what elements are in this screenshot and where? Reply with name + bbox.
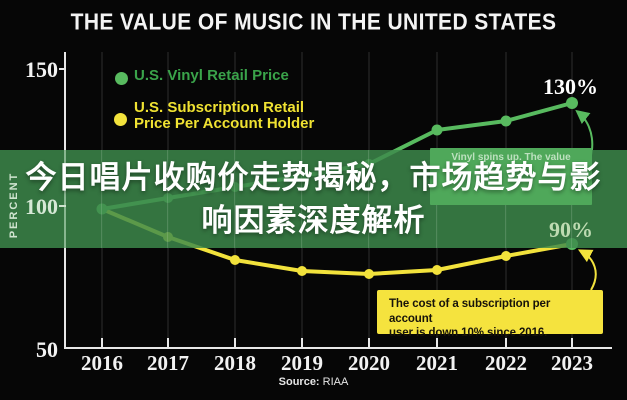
- y-tick-100: [59, 205, 66, 207]
- subscription-end-value: 90%: [549, 217, 593, 242]
- x-label-2019: 2019: [281, 351, 323, 375]
- y-tick-label-150: 150: [25, 57, 58, 82]
- vinyl-callout-box: Vinyl spins up. The value: [430, 148, 592, 205]
- legend-subscription-line1: U.S. Subscription Retail: [134, 99, 305, 116]
- y-tick-label-100: 100: [25, 194, 58, 219]
- page-title: THE VALUE OF MUSIC IN THE UNITED STATES: [70, 10, 557, 35]
- x-label-2023: 2023: [551, 351, 593, 375]
- legend-subscription-label: U.S. Subscription Retail Price Per Accou…: [134, 100, 314, 132]
- band-gridline: [101, 150, 102, 248]
- subscription-callout-line2: user is down 10% since 2016.: [389, 327, 548, 339]
- y-axis-title: PERCENT: [8, 171, 20, 239]
- legend-subscription-dot-icon: [114, 113, 127, 126]
- legend-subscription-line2: Price Per Account Holder: [134, 115, 315, 132]
- band-gridline: [368, 150, 369, 248]
- legend-vinyl-label: U.S. Vinyl Retail Price: [134, 67, 289, 84]
- x-label-2018: 2018: [214, 351, 256, 375]
- source-label: Source:: [278, 376, 320, 388]
- subscription-callout-box: The cost of a subscription per account u…: [377, 290, 603, 339]
- band-spine-highlight: [64, 150, 66, 248]
- vinyl-callout-text: Vinyl spins up. The value: [451, 152, 571, 163]
- x-axis-ticks: [101, 338, 573, 348]
- x-label-2016: 2016: [81, 351, 123, 375]
- x-label-2021: 2021: [416, 351, 458, 375]
- band-gridline: [234, 150, 235, 248]
- y-tick-label-50: 50: [36, 337, 58, 362]
- subscription-callout-line1: The cost of a subscription per account: [389, 298, 551, 325]
- subscription-callout-text: The cost of a subscription per account u…: [389, 297, 595, 341]
- source-value: RIAA: [322, 376, 349, 388]
- vinyl-end-value: 130%: [543, 74, 598, 99]
- band-gridline: [167, 150, 168, 248]
- subscription-callout-arrow: [577, 249, 597, 291]
- legend-vinyl-dot-icon: [115, 72, 128, 85]
- band-gridline: [301, 150, 302, 248]
- source-credit: Source: RIAA: [0, 376, 627, 388]
- x-label-2022: 2022: [485, 351, 527, 375]
- x-label-2020: 2020: [348, 351, 390, 375]
- x-label-2017: 2017: [147, 351, 189, 375]
